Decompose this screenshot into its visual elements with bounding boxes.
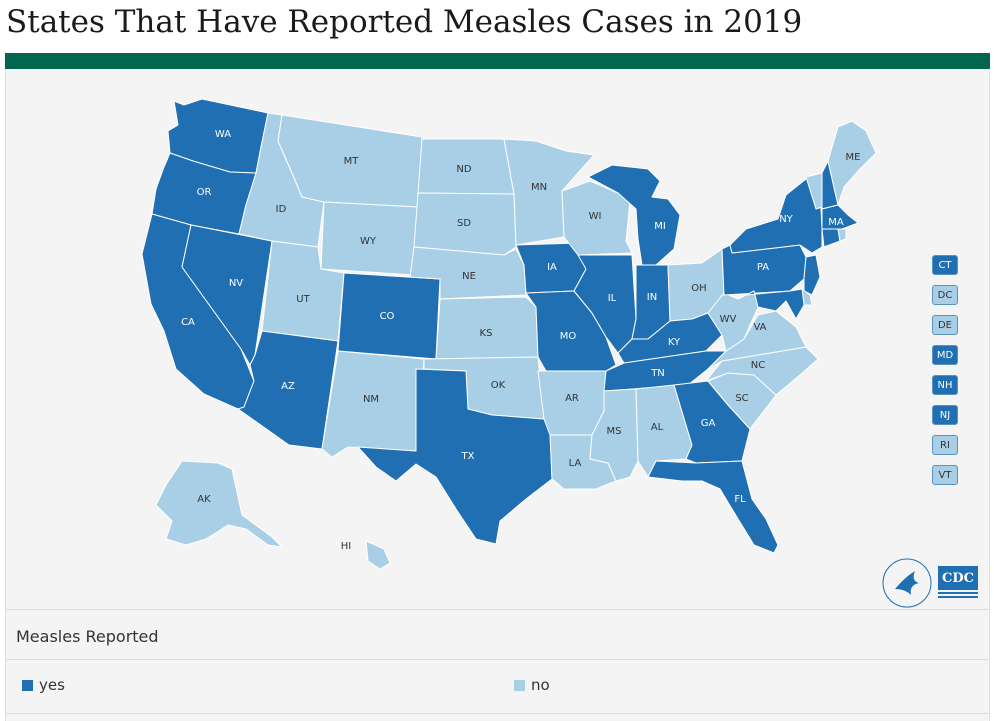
state-label-FL: FL bbox=[734, 494, 746, 505]
state-label-TN: TN bbox=[650, 368, 665, 379]
state-AK[interactable] bbox=[155, 460, 283, 548]
state-label-CA: CA bbox=[181, 317, 195, 328]
state-NY[interactable] bbox=[729, 178, 823, 254]
state-label-OK: OK bbox=[491, 380, 506, 391]
legend-item-yes[interactable]: yes bbox=[22, 676, 65, 694]
state-label-ND: ND bbox=[456, 164, 471, 175]
state-NJ[interactable] bbox=[803, 254, 821, 296]
small-state-button-CT[interactable]: CT bbox=[932, 255, 958, 275]
state-label-WY: WY bbox=[360, 236, 377, 247]
state-label-SD: SD bbox=[457, 218, 471, 229]
state-TX[interactable] bbox=[357, 368, 553, 545]
state-label-AR: AR bbox=[565, 393, 579, 404]
state-label-GA: GA bbox=[701, 418, 716, 429]
state-label-MT: MT bbox=[344, 156, 360, 167]
legend-label-no: no bbox=[531, 676, 550, 694]
state-label-KY: KY bbox=[668, 337, 681, 348]
state-label-PA: PA bbox=[757, 262, 769, 273]
legend-item-no[interactable]: no bbox=[514, 676, 550, 694]
map-panel: WA OR CA NV ID MT WY UT AZ CO NM ND SD NE KS OK TX MN IA MO… bbox=[5, 69, 990, 609]
page-title: States That Have Reported Measles Cases … bbox=[6, 4, 803, 40]
legend-swatch-no bbox=[514, 679, 525, 691]
header-bar bbox=[5, 53, 990, 69]
state-label-MA: MA bbox=[828, 217, 844, 228]
state-label-VA: VA bbox=[753, 322, 766, 333]
state-ME[interactable] bbox=[827, 120, 877, 206]
state-label-NC: NC bbox=[751, 360, 765, 371]
state-label-LA: LA bbox=[569, 458, 582, 469]
legend-swatch-yes bbox=[22, 679, 33, 691]
legend-panel: Measles Reported yes no bbox=[5, 609, 990, 721]
state-label-WA: WA bbox=[215, 129, 231, 140]
state-label-CO: CO bbox=[380, 311, 395, 322]
us-map: WA OR CA NV ID MT WY UT AZ CO NM ND SD NE KS OK TX MN IA MO… bbox=[141, 98, 877, 570]
state-label-NE: NE bbox=[462, 271, 476, 282]
small-state-button-MD[interactable]: MD bbox=[932, 345, 958, 365]
state-NE[interactable] bbox=[409, 246, 527, 300]
state-label-AZ: AZ bbox=[281, 381, 295, 392]
state-label-OH: OH bbox=[691, 283, 706, 294]
state-label-NV: NV bbox=[229, 278, 243, 289]
state-MI[interactable] bbox=[587, 164, 681, 266]
state-FL[interactable] bbox=[647, 460, 779, 554]
small-state-button-VT[interactable]: VT bbox=[932, 465, 958, 485]
small-state-button-NH[interactable]: NH bbox=[932, 375, 958, 395]
state-label-NY: NY bbox=[779, 214, 793, 225]
small-state-button-NJ[interactable]: NJ bbox=[932, 405, 958, 425]
state-label-ID: ID bbox=[276, 204, 287, 215]
small-state-button-DC[interactable]: DC bbox=[932, 285, 958, 305]
state-label-MS: MS bbox=[607, 426, 622, 437]
state-RI[interactable] bbox=[837, 228, 847, 242]
legend-label-yes: yes bbox=[39, 676, 65, 694]
state-label-IN: IN bbox=[647, 292, 657, 303]
state-label-AK: AK bbox=[197, 494, 211, 505]
cdc-logo-icon: CDC bbox=[938, 566, 978, 602]
state-SD[interactable] bbox=[413, 192, 517, 256]
state-label-UT: UT bbox=[296, 294, 310, 305]
state-label-NM: NM bbox=[363, 394, 379, 405]
cdc-logo-text: CDC bbox=[942, 571, 974, 586]
state-label-MN: MN bbox=[531, 182, 547, 193]
state-label-WV: WV bbox=[720, 314, 737, 325]
state-MD[interactable] bbox=[745, 288, 805, 320]
state-label-MI: MI bbox=[654, 221, 666, 232]
state-label-KS: KS bbox=[480, 328, 493, 339]
state-WI[interactable] bbox=[561, 180, 633, 256]
state-label-ME: ME bbox=[846, 152, 861, 163]
state-IL[interactable] bbox=[573, 254, 637, 354]
state-HI[interactable] bbox=[365, 540, 391, 570]
state-label-AL: AL bbox=[651, 422, 664, 433]
state-label-HI: HI bbox=[341, 541, 351, 552]
state-label-IA: IA bbox=[547, 262, 557, 273]
state-label-SC: SC bbox=[735, 393, 748, 404]
state-CT[interactable] bbox=[821, 228, 841, 248]
legend-title: Measles Reported bbox=[16, 627, 159, 646]
small-state-button-DE[interactable]: DE bbox=[932, 315, 958, 335]
state-label-TX: TX bbox=[461, 451, 475, 462]
state-label-MO: MO bbox=[560, 331, 577, 342]
state-label-WI: WI bbox=[589, 211, 602, 222]
state-label-IL: IL bbox=[608, 293, 617, 304]
state-label-OR: OR bbox=[197, 187, 212, 198]
state-AZ[interactable] bbox=[237, 330, 339, 450]
small-state-button-RI[interactable]: RI bbox=[932, 435, 958, 455]
